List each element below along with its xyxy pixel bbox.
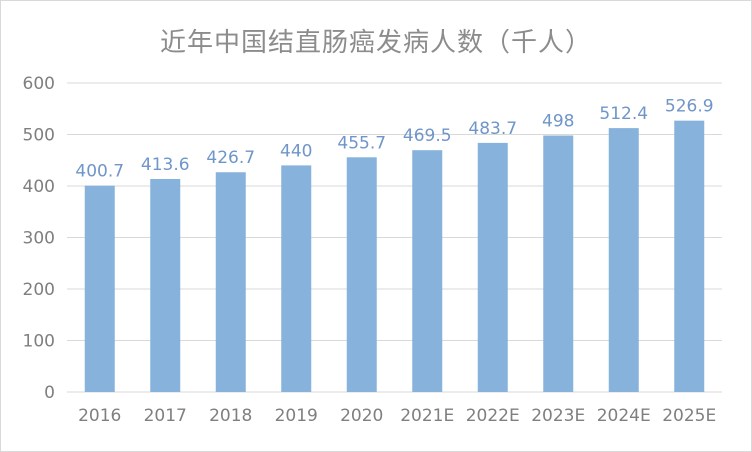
data-labels: 400.7 413.6 426.7 440 455.7 469.5 483.7 498 512.… — [75, 97, 713, 182]
chart-title: 近年中国结直肠癌发病人数（千人） — [159, 28, 592, 58]
x-tick-label: 2019 — [275, 406, 318, 426]
y-tick-label: 200 — [23, 280, 55, 300]
data-label: 455.7 — [337, 133, 386, 153]
bar — [412, 150, 443, 392]
data-label: 512.4 — [599, 104, 648, 124]
bar — [543, 135, 574, 392]
x-tick-label: 2025E — [662, 406, 716, 426]
y-tick-label: 100 — [23, 332, 55, 352]
data-label: 469.5 — [403, 126, 452, 146]
x-axis-ticks: 2016 2017 2018 2019 2020 2021E 2022E 2023E 2024E… — [78, 406, 716, 426]
bar — [84, 185, 115, 392]
x-tick-label: 2017 — [144, 406, 187, 426]
x-tick-label: 2016 — [78, 406, 121, 426]
data-label: 440 — [280, 141, 312, 161]
x-tick-label: 2023E — [531, 406, 585, 426]
bar — [608, 128, 639, 392]
bars — [84, 120, 705, 393]
x-tick-label: 2024E — [597, 406, 651, 426]
bar — [477, 142, 508, 392]
y-tick-label: 0 — [44, 383, 55, 403]
x-tick-label: 2022E — [466, 406, 520, 426]
data-label: 426.7 — [206, 148, 255, 168]
y-axis-ticks: 0 100 200 300 400 500 600 — [23, 74, 55, 403]
data-label: 498 — [542, 112, 574, 132]
bar — [215, 172, 246, 392]
y-tick-label: 400 — [23, 177, 55, 197]
y-tick-label: 300 — [23, 229, 55, 249]
y-tick-label: 600 — [23, 74, 55, 94]
x-tick-label: 2021E — [400, 406, 454, 426]
data-label: 483.7 — [468, 119, 517, 139]
data-label: 526.9 — [665, 97, 714, 117]
bar — [281, 165, 312, 392]
y-tick-label: 500 — [23, 126, 55, 146]
bar — [674, 120, 705, 393]
x-tick-label: 2020 — [340, 406, 383, 426]
bar — [346, 157, 377, 392]
data-label: 400.7 — [75, 162, 124, 182]
x-tick-label: 2018 — [209, 406, 252, 426]
data-label: 413.6 — [141, 155, 190, 175]
bar — [150, 178, 181, 392]
